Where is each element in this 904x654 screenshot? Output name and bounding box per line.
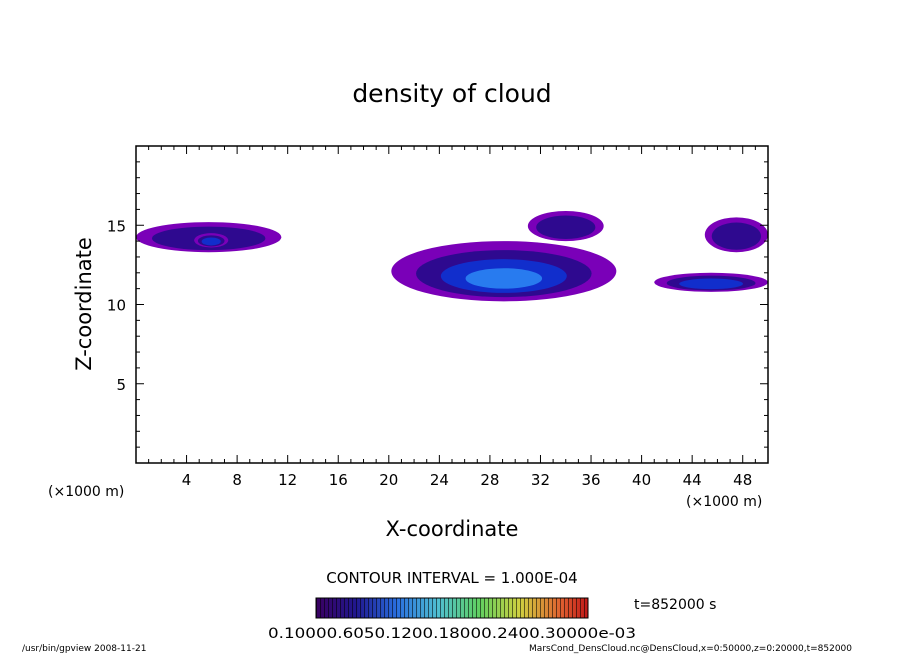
cloud-cell xyxy=(465,268,543,289)
contour-interval: CONTOUR INTERVAL = 1.000E-04 xyxy=(326,569,577,587)
x-tick-label: 4 xyxy=(182,471,192,489)
colorbar-labels: 0.10000.6050.1200.18000.2400.30000e-03 xyxy=(268,626,636,642)
cloud-cell xyxy=(679,278,743,290)
x-tick-label: 8 xyxy=(232,471,242,489)
x-tick-label: 32 xyxy=(531,471,550,489)
x-axis-label: X-coordinate xyxy=(386,517,519,541)
x-tick-label: 44 xyxy=(683,471,702,489)
footer-right: MarsCond_DensCloud.nc@DensCloud,x=0:5000… xyxy=(529,644,852,654)
footer-left: /usr/bin/gpview 2008-11-21 xyxy=(22,644,146,654)
y-axis-label: Z-coordinate xyxy=(72,237,96,371)
y-tick-label: 5 xyxy=(116,376,126,394)
y-tick-label: 15 xyxy=(107,217,126,235)
x-tick-label: 24 xyxy=(430,471,449,489)
x-tick-label: 16 xyxy=(329,471,348,489)
y-tick-label: 10 xyxy=(107,297,126,315)
cloud-cell xyxy=(536,215,596,239)
x-tick-label: 12 xyxy=(278,471,297,489)
cloud-density-field xyxy=(136,210,768,302)
x-tick-label: 28 xyxy=(480,471,499,489)
x-tick-label: 36 xyxy=(581,471,600,489)
plot-frame xyxy=(135,145,769,464)
colorbar-stripes xyxy=(316,598,588,618)
x-unit-right: (×1000 m) xyxy=(686,494,762,510)
cloud-cell xyxy=(711,222,762,250)
x-tick-label: 40 xyxy=(632,471,651,489)
x-unit-left: (×1000 m) xyxy=(48,484,124,500)
cloud-cell xyxy=(201,237,221,246)
chart-title: density of cloud xyxy=(352,79,551,108)
x-tick-label: 48 xyxy=(733,471,752,489)
time-label: t=852000 s xyxy=(634,597,716,613)
x-tick-label: 20 xyxy=(379,471,398,489)
